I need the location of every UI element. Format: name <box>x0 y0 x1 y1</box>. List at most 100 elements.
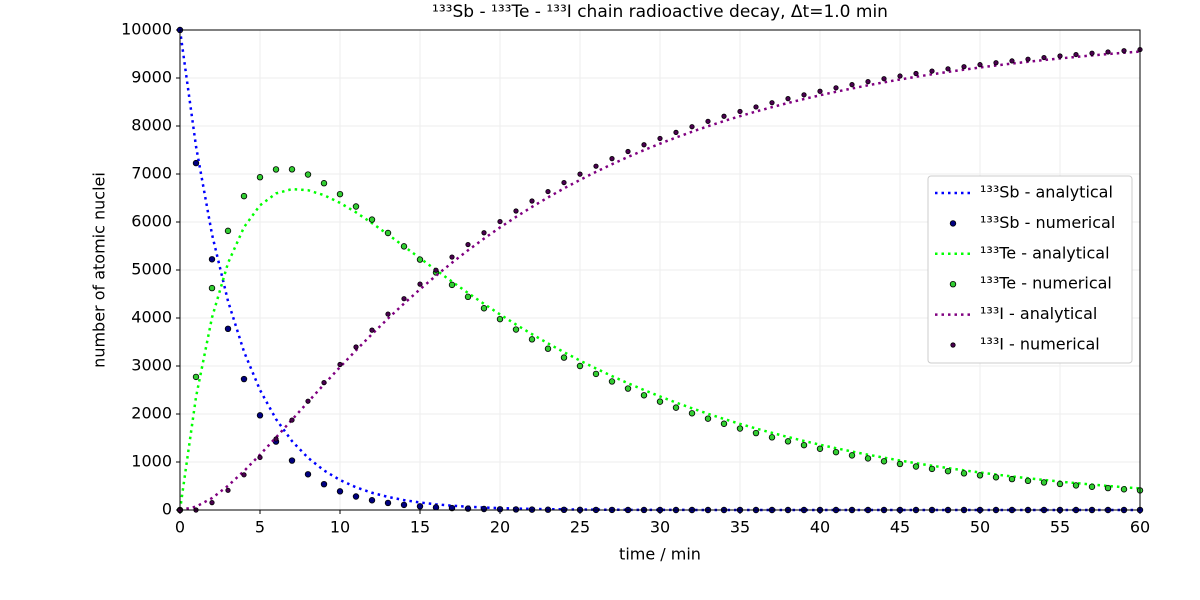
data-point <box>416 256 424 263</box>
data-point <box>929 68 935 74</box>
data-point <box>352 203 360 210</box>
x-tick-label: 50 <box>970 518 990 537</box>
data-point <box>209 500 215 506</box>
data-point <box>960 470 968 477</box>
data-point <box>512 506 520 513</box>
y-tick-label: 6000 <box>131 212 172 231</box>
data-point <box>288 457 296 464</box>
data-point <box>1120 486 1128 493</box>
x-tick-label: 45 <box>890 518 910 537</box>
data-point <box>577 171 583 177</box>
data-point <box>865 79 871 85</box>
data-point <box>896 460 904 468</box>
data-point <box>385 311 391 317</box>
data-point <box>993 60 999 66</box>
y-tick-label: 10000 <box>121 20 172 39</box>
data-point <box>432 504 440 511</box>
data-point <box>496 506 504 513</box>
data-point <box>977 62 983 68</box>
y-tick-label: 5000 <box>131 260 172 279</box>
y-axis-label: number of atomic nuclei <box>90 172 109 368</box>
data-point <box>512 326 520 333</box>
plot-frame <box>179 29 1141 511</box>
data-point <box>528 336 536 343</box>
plot-area <box>176 26 1144 514</box>
data-point <box>833 85 839 91</box>
data-point <box>336 190 344 198</box>
data-point <box>352 493 360 500</box>
data-point <box>657 135 663 142</box>
y-tick-label: 7000 <box>131 164 172 183</box>
data-point <box>560 354 568 361</box>
data-point <box>480 505 488 513</box>
data-point <box>1072 482 1080 489</box>
data-point <box>481 230 487 236</box>
data-point <box>928 465 936 473</box>
data-point <box>737 108 743 115</box>
data-point <box>433 267 439 273</box>
legend-swatch <box>950 342 956 348</box>
legend-label: ¹³³Sb - analytical <box>980 183 1113 202</box>
data-point <box>897 73 903 79</box>
data-point <box>913 70 919 77</box>
data-point <box>881 76 887 82</box>
legend-label: ¹³³Te - analytical <box>980 243 1110 262</box>
data-point <box>736 425 744 432</box>
data-point <box>304 171 312 178</box>
data-point <box>272 166 280 173</box>
data-point <box>625 148 631 155</box>
data-point <box>224 227 232 235</box>
x-tick-label: 35 <box>730 518 750 537</box>
data-point <box>304 471 312 478</box>
data-point <box>880 458 888 465</box>
data-point <box>944 467 952 475</box>
series-line <box>179 50 1141 512</box>
data-point <box>624 385 632 392</box>
data-point <box>368 497 376 504</box>
data-point <box>976 472 984 479</box>
legend-label: ¹³³I - analytical <box>980 304 1097 323</box>
data-point <box>320 480 328 488</box>
legend-swatch <box>949 220 957 227</box>
data-point <box>1008 475 1016 483</box>
data-point <box>1088 483 1096 490</box>
y-tick-label: 8000 <box>131 116 172 135</box>
data-point <box>1073 51 1079 58</box>
x-tick-label: 0 <box>175 518 185 537</box>
data-point <box>720 420 728 427</box>
data-point <box>305 398 311 404</box>
data-point <box>529 198 535 204</box>
data-point <box>912 463 920 470</box>
data-point <box>464 293 472 301</box>
data-point <box>992 474 1000 481</box>
data-point <box>864 455 872 462</box>
data-point <box>1105 49 1111 55</box>
data-point <box>640 392 648 399</box>
data-point <box>705 118 711 124</box>
data-point <box>672 404 680 411</box>
x-tick-label: 25 <box>570 518 590 537</box>
data-point <box>400 501 408 509</box>
data-point <box>257 454 263 461</box>
data-point <box>609 156 615 162</box>
data-point <box>321 380 327 386</box>
data-point <box>241 472 247 478</box>
data-point <box>1089 50 1095 56</box>
data-point <box>817 88 823 94</box>
data-point <box>673 129 679 135</box>
data-point <box>784 438 792 445</box>
data-point <box>704 415 712 422</box>
legend-label: ¹³³Te - numerical <box>980 274 1112 293</box>
data-point <box>801 92 807 98</box>
data-point <box>1057 53 1063 59</box>
y-tick-label: 2000 <box>131 404 172 423</box>
y-tick-label: 9000 <box>131 68 172 87</box>
data-point <box>1025 56 1031 62</box>
x-tick-label: 55 <box>1050 518 1070 537</box>
y-tick-label: 0 <box>162 500 172 519</box>
data-point <box>353 344 359 350</box>
data-point <box>816 445 824 452</box>
data-point <box>400 243 408 250</box>
data-point <box>417 281 423 287</box>
data-point <box>416 503 424 510</box>
